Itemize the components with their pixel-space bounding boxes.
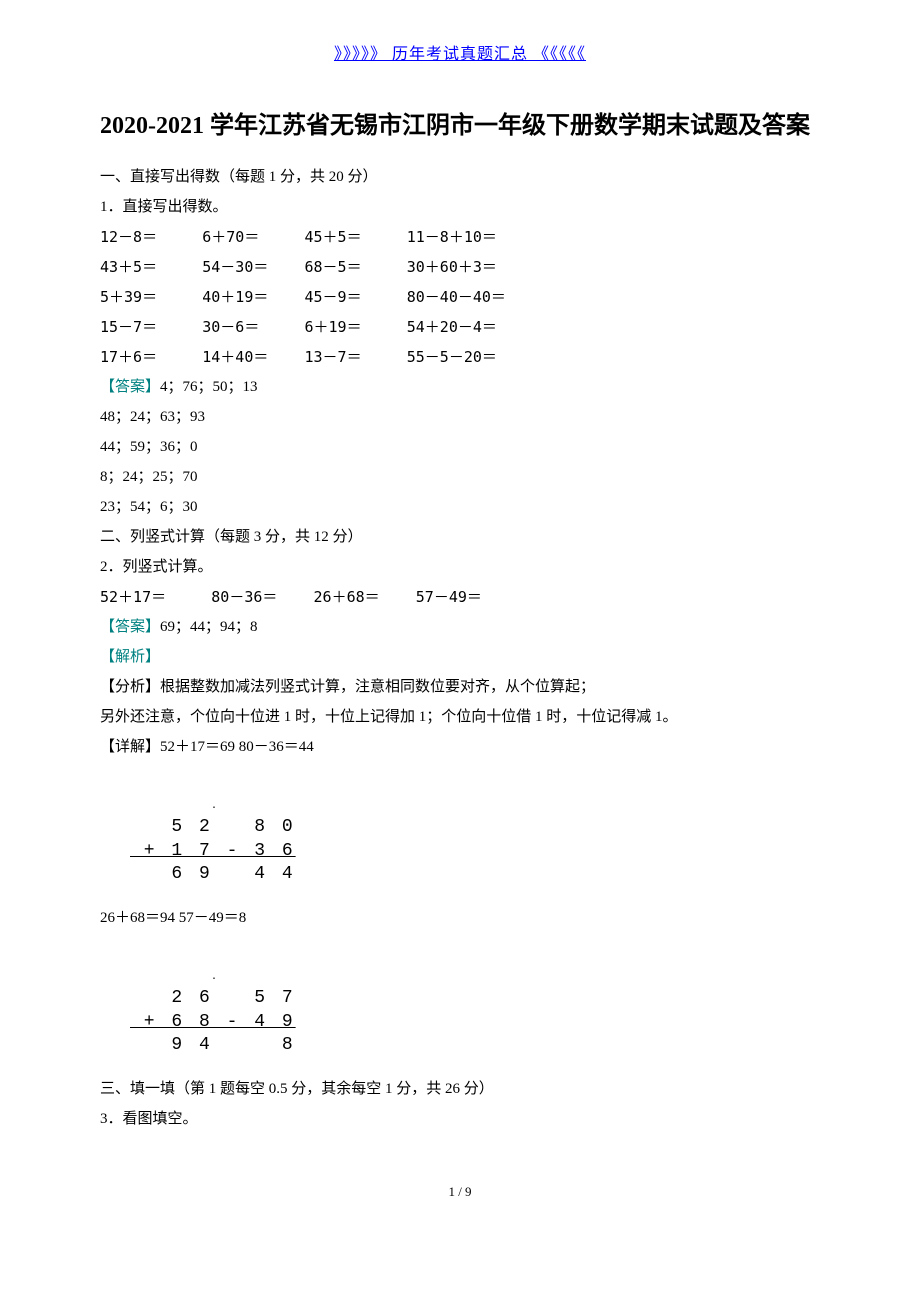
- answer-text: 69；44；94；8: [160, 619, 258, 635]
- answer-label: 【答案】: [100, 379, 160, 395]
- vertical-calc-1: . 5 2 8 0 + 1 7 - 3 6 6 9 4 4: [130, 770, 820, 887]
- q1-answer-line-5: 23；54；6；30: [100, 492, 820, 522]
- page-container: 》》》》》 历年考试真题汇总 《《《《《 2020-2021 学年江苏省无锡市江…: [0, 0, 920, 1240]
- analysis-line-2: 另外还注意，个位向十位进 1 时，十位上记得加 1；个位向十位借 1 时，十位记…: [100, 702, 820, 732]
- analysis-label: 【分析】: [100, 679, 160, 695]
- calc-line: 2 6 5 7: [130, 988, 296, 1008]
- analysis-line: 【分析】根据整数加减法列竖式计算，注意相同数位要对齐，从个位算起；: [100, 672, 820, 702]
- q1-row-2: 43＋5＝ 54－30＝ 68－5＝ 30＋60＋3＝: [100, 252, 820, 282]
- detail-text-1: 52＋17＝69 80－36＝44: [160, 739, 314, 755]
- q1-answer-line-1: 【答案】4；76；50；13: [100, 372, 820, 402]
- explain-label: 【解析】: [100, 642, 820, 672]
- borrow-dot: .: [130, 972, 220, 983]
- q3-label: 3．看图填空。: [100, 1104, 820, 1134]
- section3-heading: 三、填一填（第 1 题每空 0.5 分，其余每空 1 分，共 26 分）: [100, 1074, 820, 1104]
- document-title: 2020-2021 学年江苏省无锡市江阴市一年级下册数学期末试题及答案: [100, 104, 820, 150]
- q2-row: 52＋17＝ 80－36＝ 26＋68＝ 57－49＝: [100, 582, 820, 612]
- q2-answer-line: 【答案】69；44；94；8: [100, 612, 820, 642]
- q1-answer-line-2: 48；24；63；93: [100, 402, 820, 432]
- q2-label: 2．列竖式计算。: [100, 552, 820, 582]
- calc-line: 5 2 8 0: [130, 817, 296, 837]
- page-footer: 1 / 9: [100, 1184, 820, 1200]
- calc-line: + 1 7 - 3 6: [130, 841, 296, 861]
- q1-row-3: 5＋39＝ 40＋19＝ 45－9＝ 80－40－40＝: [100, 282, 820, 312]
- detail-line-2: 26＋68＝94 57－49＝8: [100, 903, 820, 933]
- q1-label: 1．直接写出得数。: [100, 192, 820, 222]
- section1-heading: 一、直接写出得数（每题 1 分，共 20 分）: [100, 162, 820, 192]
- calc-line: 6 9 4 4: [130, 864, 296, 884]
- detail-line-1: 【详解】52＋17＝69 80－36＝44: [100, 732, 820, 762]
- q1-row-4: 15－7＝ 30－6＝ 6＋19＝ 54＋20－4＝: [100, 312, 820, 342]
- q1-row-1: 12－8＝ 6＋70＝ 45＋5＝ 11－8＋10＝: [100, 222, 820, 252]
- borrow-dot: .: [130, 801, 220, 812]
- section2-heading: 二、列竖式计算（每题 3 分，共 12 分）: [100, 522, 820, 552]
- detail-label: 【详解】: [100, 739, 160, 755]
- answer-label: 【答案】: [100, 619, 160, 635]
- q1-answer-line-3: 44；59；36；0: [100, 432, 820, 462]
- q1-answer-line-4: 8；24；25；70: [100, 462, 820, 492]
- analysis-text: 根据整数加减法列竖式计算，注意相同数位要对齐，从个位算起；: [160, 679, 595, 695]
- vertical-calc-2: . 2 6 5 7 + 6 8 - 4 9 9 4 8: [130, 941, 820, 1058]
- q1-row-5: 17＋6＝ 14＋40＝ 13－7＝ 55－5－20＝: [100, 342, 820, 372]
- answer-text: 4；76；50；13: [160, 379, 258, 395]
- header-link[interactable]: 》》》》》 历年考试真题汇总 《《《《《: [100, 40, 820, 64]
- calc-line: 9 4 8: [130, 1035, 296, 1055]
- calc-line: + 6 8 - 4 9: [130, 1012, 296, 1032]
- explain-label-text: 【解析】: [100, 649, 160, 665]
